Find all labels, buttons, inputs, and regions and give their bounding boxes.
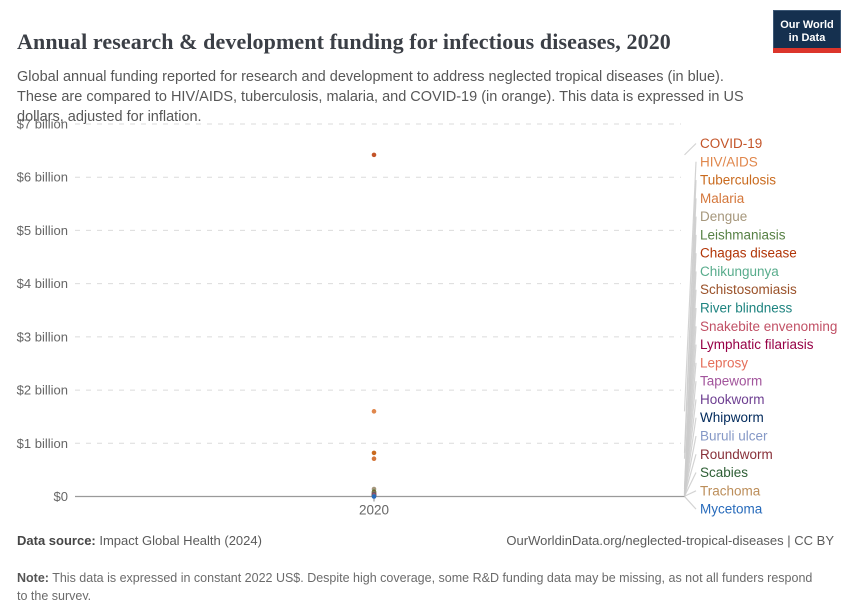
y-tick-label: $6 billion	[17, 170, 68, 185]
license-link[interactable]: CC BY	[794, 533, 834, 548]
y-tick-label: $0	[54, 489, 68, 504]
y-tick-label: $5 billion	[17, 223, 68, 238]
page-title: Annual research & development funding fo…	[17, 28, 671, 54]
legend-connector	[684, 490, 697, 497]
y-tick-label: $3 billion	[17, 329, 68, 344]
footer-separator: |	[783, 533, 795, 548]
data-point-hiv-aids[interactable]	[371, 409, 377, 414]
legend-item-dengue[interactable]: Dengue	[700, 209, 747, 224]
legend-item-roundworm[interactable]: Roundworm	[700, 447, 773, 462]
legend-item-hookworm[interactable]: Hookworm	[700, 392, 765, 407]
legend-item-covid-19[interactable]: COVID-19	[700, 136, 762, 151]
owid-logo-text-line2: in Data	[788, 31, 826, 44]
data-point-tuberculosis[interactable]	[371, 450, 377, 456]
legend-connector	[684, 143, 697, 156]
legend-item-chagas-disease[interactable]: Chagas disease	[700, 246, 797, 261]
legend-connector	[684, 496, 697, 510]
footer-right: OurWorldinData.org/neglected-tropical-di…	[506, 533, 834, 548]
legend-item-chikungunya[interactable]: Chikungunya	[700, 264, 779, 279]
data-source-label: Data source:	[17, 533, 96, 548]
owid-logo-red-stripe	[773, 48, 841, 53]
legend-connector	[683, 198, 697, 459]
legend-item-schistosomiasis[interactable]: Schistosomiasis	[700, 282, 797, 297]
legend-item-river-blindness[interactable]: River blindness	[700, 301, 793, 316]
footer: Data source: Impact Global Health (2024)…	[17, 533, 834, 548]
chart-subtitle: Global annual funding reported for resea…	[17, 68, 744, 125]
legend-item-hiv-aids[interactable]: HIV/AIDS	[700, 154, 758, 169]
owid-url-link[interactable]: OurWorldinData.org/neglected-tropical-di…	[506, 533, 784, 548]
legend-item-malaria[interactable]: Malaria	[700, 191, 745, 206]
y-tick-label: $2 billion	[17, 383, 68, 398]
owid-logo-text-line1: Our World	[780, 18, 834, 31]
legend-item-scabies[interactable]: Scabies	[700, 465, 748, 480]
footnote-label: Note:	[17, 570, 49, 585]
owid-logo[interactable]: Our World in Data	[773, 10, 841, 53]
legend-connector	[683, 472, 697, 497]
legend-connector	[683, 435, 697, 497]
legend-item-buruli-ulcer[interactable]: Buruli ulcer	[700, 428, 768, 443]
x-tick-label: 2020	[359, 503, 389, 518]
legend-item-leishmaniasis[interactable]: Leishmaniasis	[700, 227, 786, 242]
legend-connector	[683, 454, 697, 497]
legend-item-leprosy[interactable]: Leprosy	[700, 355, 748, 370]
legend-item-mycetoma[interactable]: Mycetoma	[700, 502, 763, 517]
legend-item-snakebite-envenoming[interactable]: Snakebite envenoming	[700, 319, 837, 334]
y-tick-label: $4 billion	[17, 276, 68, 291]
y-tick-label: $1 billion	[17, 436, 68, 451]
legend-item-lymphatic-filariasis[interactable]: Lymphatic filariasis	[700, 337, 814, 352]
footnote: Note: This data is expressed in constant…	[17, 569, 821, 600]
y-tick-label: $7 billion	[17, 117, 68, 132]
data-point-mycetoma[interactable]	[371, 494, 377, 499]
legend-item-trachoma[interactable]: Trachoma	[700, 483, 761, 498]
footnote-text: This data is expressed in constant 2022 …	[17, 570, 813, 600]
data-point-malaria[interactable]	[371, 456, 377, 462]
data-source-value: Impact Global Health (2024)	[95, 533, 262, 548]
legend-connector	[683, 161, 697, 412]
legend-item-whipworm[interactable]: Whipworm	[700, 410, 764, 425]
data-point-covid-19[interactable]	[371, 152, 377, 158]
data-source: Data source: Impact Global Health (2024)	[17, 533, 262, 548]
legend-item-tapeworm[interactable]: Tapeworm	[700, 374, 762, 389]
legend-item-tuberculosis[interactable]: Tuberculosis	[700, 173, 776, 188]
